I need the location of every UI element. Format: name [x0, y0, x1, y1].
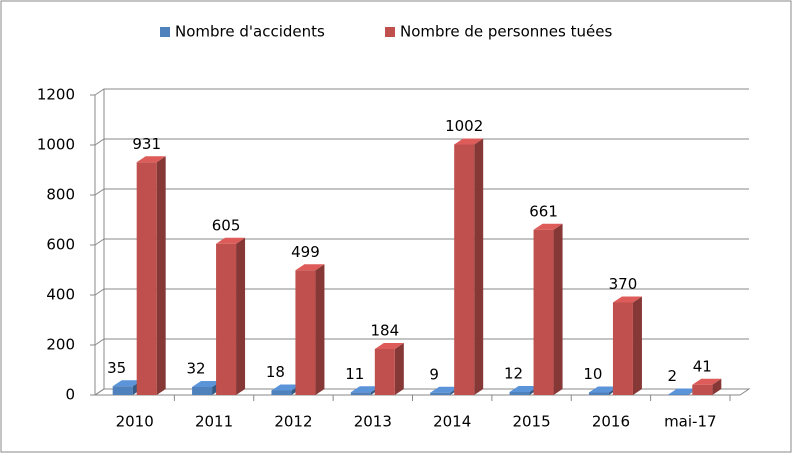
- bar: [192, 387, 213, 395]
- grid-line: [94, 138, 749, 146]
- value-label: 2: [668, 367, 678, 385]
- bar-top: [216, 237, 246, 244]
- value-label: 931: [132, 135, 161, 153]
- bar: [668, 394, 689, 395]
- x-tick-label: 2013: [354, 413, 392, 431]
- bar-top: [692, 378, 722, 385]
- bar-top: [533, 223, 563, 230]
- value-label: 605: [212, 216, 241, 234]
- legend-swatch: [385, 27, 395, 37]
- bar: [271, 390, 292, 395]
- bar-top: [374, 343, 404, 349]
- value-label: 35: [107, 359, 126, 377]
- bar-side: [236, 237, 246, 395]
- bar: [350, 392, 371, 395]
- value-label: 370: [609, 275, 638, 293]
- bar-side: [394, 343, 404, 395]
- bar: [430, 392, 451, 395]
- bars: 35 931 32 605 18 499 11 184 9 1002 12 661 10 370 2 41: [107, 117, 722, 395]
- bar-side: [553, 223, 563, 395]
- bar: [509, 392, 530, 395]
- x-tick-label: 2011: [195, 413, 233, 431]
- bar: [295, 270, 316, 395]
- grid-line: [94, 88, 749, 96]
- y-tick-label: 200: [46, 336, 75, 354]
- bar-side: [315, 264, 325, 395]
- y-tick-label: 1200: [37, 86, 75, 104]
- value-label: 499: [291, 243, 320, 261]
- bar: [612, 302, 633, 395]
- value-label: 12: [504, 365, 523, 383]
- x-tick-label: 2016: [592, 413, 630, 431]
- legend-label: Nombre de personnes tuées: [400, 23, 612, 41]
- legend: Nombre d'accidents Nombre de personnes tu…: [160, 23, 612, 41]
- value-label: 32: [187, 360, 206, 378]
- bar-top: [509, 386, 539, 392]
- value-label: 184: [370, 322, 399, 340]
- bar: [533, 229, 554, 395]
- y-tick-label: 1000: [37, 136, 75, 154]
- bar-side: [632, 296, 642, 395]
- value-label: 18: [266, 363, 285, 381]
- y-tick-label: 600: [46, 236, 75, 254]
- x-tick-label: 2015: [512, 413, 550, 431]
- bar: [136, 162, 157, 395]
- y-tick-label: 800: [46, 186, 75, 204]
- value-label: 11: [345, 365, 364, 383]
- bar-side: [156, 156, 166, 395]
- x-tick-label: 2012: [274, 413, 312, 431]
- value-label: 9: [429, 365, 439, 383]
- bar-side: [474, 138, 484, 395]
- bar-top: [612, 296, 642, 303]
- bar: [112, 386, 133, 395]
- value-label: 10: [583, 365, 602, 383]
- bar-top: [271, 384, 301, 391]
- bar-top: [430, 386, 460, 393]
- value-label: 41: [693, 357, 712, 375]
- x-tick-label: 2010: [116, 413, 154, 431]
- bar-top: [112, 380, 142, 387]
- bar: [454, 144, 475, 395]
- bar-top: [668, 388, 698, 395]
- bar-top: [295, 264, 325, 271]
- bar-top: [192, 381, 222, 387]
- bar-top: [136, 156, 166, 163]
- value-label: 1002: [445, 117, 483, 135]
- bar-top: [454, 138, 484, 145]
- bar: [588, 392, 609, 395]
- legend-label: Nombre d'accidents: [175, 23, 325, 41]
- x-tick-label: mai-17: [664, 413, 716, 431]
- bar-top: [588, 386, 618, 393]
- value-label: 661: [529, 202, 558, 220]
- y-tick-label: 0: [65, 386, 75, 404]
- bar: [692, 384, 713, 395]
- x-tick-label: 2014: [433, 413, 471, 431]
- bar-side: [712, 378, 722, 395]
- legend-swatch: [160, 27, 170, 37]
- y-tick-label: 400: [46, 286, 75, 304]
- bar: [216, 243, 237, 395]
- bar: [374, 349, 395, 395]
- grid-line: [94, 188, 749, 196]
- bar-top: [350, 386, 380, 393]
